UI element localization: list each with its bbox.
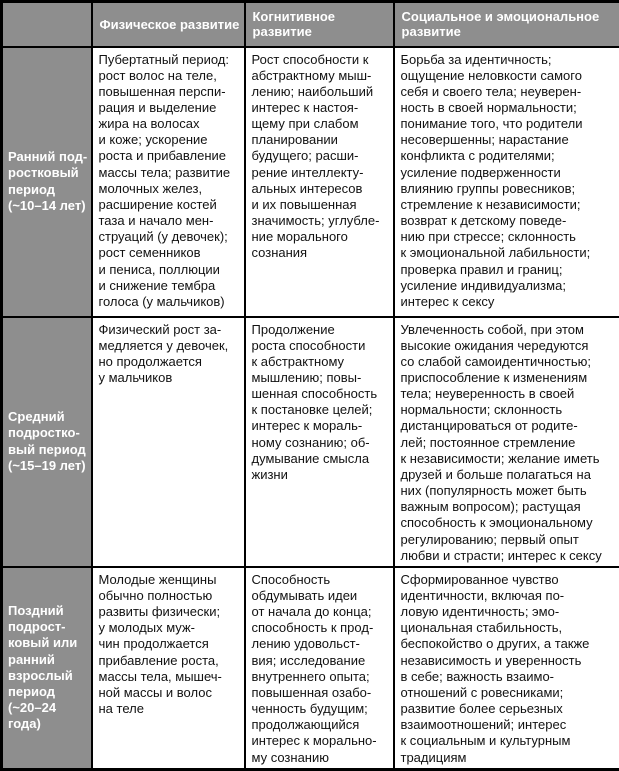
cell-social: Борьба за идентичность; ощущение неловко… xyxy=(394,47,619,317)
cell-physical: Физический рост за- медляется у девочек,… xyxy=(92,317,245,567)
cell-physical: Пубертатный период: рост волос на теле, … xyxy=(92,47,245,317)
cell-social: Сформированное чувство идентичности, вкл… xyxy=(394,567,619,769)
cell-cognitive: Рост способности к абстрактному мыш- лен… xyxy=(245,47,394,317)
header-cell-physical: Физическое развитие xyxy=(92,2,245,47)
header-row: Физическое развитие Когнитивное развитие… xyxy=(2,2,619,47)
row-header-period: Поздний подрост- ковый или ранний взросл… xyxy=(2,567,92,769)
row-header-period: Ранний под- ростковый период (~10–14 лет… xyxy=(2,47,92,317)
header-cell-social: Социальное и эмоциональное развитие xyxy=(394,2,619,47)
cell-physical: Молодые женщины обычно полностью развиты… xyxy=(92,567,245,769)
table-row-early-adolescence: Ранний под- ростковый период (~10–14 лет… xyxy=(2,47,619,317)
cell-cognitive: Продолжение роста способности к абстракт… xyxy=(245,317,394,567)
header-cell-empty xyxy=(2,2,92,47)
table-row-late-adolescence: Поздний подрост- ковый или ранний взросл… xyxy=(2,567,619,769)
header-cell-cognitive: Когнитивное развитие xyxy=(245,2,394,47)
table-row-middle-adolescence: Средний подростко- вый период (~15–19 ле… xyxy=(2,317,619,567)
cell-cognitive: Способность обдумывать идеи от начала до… xyxy=(245,567,394,769)
row-header-period: Средний подростко- вый период (~15–19 ле… xyxy=(2,317,92,567)
cell-social: Увлеченность собой, при этом высокие ожи… xyxy=(394,317,619,567)
